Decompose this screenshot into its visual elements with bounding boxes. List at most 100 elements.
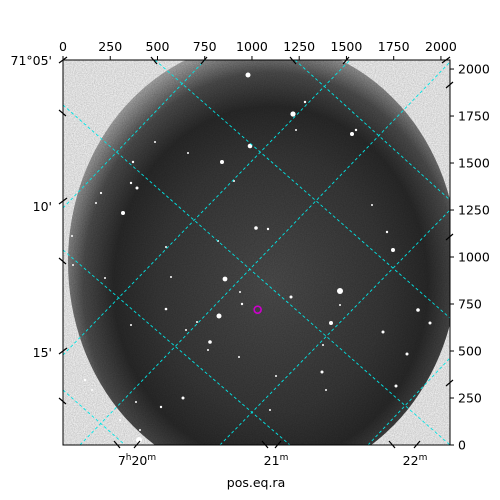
star-18 xyxy=(266,227,270,231)
grid-line-9 xyxy=(63,389,126,445)
star-43 xyxy=(405,352,409,356)
ra-tick-label-2: 21m xyxy=(264,453,289,468)
star-20 xyxy=(165,246,167,248)
world-axis-ticks xyxy=(58,56,454,449)
star-9 xyxy=(131,160,135,164)
star-51 xyxy=(135,401,137,403)
star-47 xyxy=(275,375,277,377)
star-12 xyxy=(99,191,103,195)
star-16 xyxy=(233,180,235,182)
grid-line-5 xyxy=(63,104,450,445)
star-1 xyxy=(290,111,296,117)
pixel-x-tick-label-0: 0 xyxy=(59,39,67,54)
star-22 xyxy=(104,277,106,279)
star-0 xyxy=(245,72,251,78)
ra-tick-label-1: 7h20m xyxy=(118,453,156,468)
star-4 xyxy=(354,128,358,132)
star-6 xyxy=(220,160,224,164)
star-32 xyxy=(329,321,333,325)
dec-tick-label-2: 10' xyxy=(33,199,52,214)
star-50 xyxy=(159,405,163,409)
sky-image xyxy=(63,60,450,445)
pixel-y-tick-label-0: 0 xyxy=(458,438,466,453)
star-13 xyxy=(121,211,125,215)
pixel-x-tick-label-1: 250 xyxy=(98,39,122,54)
star-44 xyxy=(322,344,324,346)
star-7 xyxy=(187,152,189,154)
star-27 xyxy=(239,291,241,293)
pixel-y-tick-label-6: 1500 xyxy=(458,156,490,171)
star-38 xyxy=(391,248,395,252)
star-2 xyxy=(303,100,307,104)
star-15 xyxy=(71,235,73,237)
target-marker xyxy=(253,305,262,314)
star-21 xyxy=(72,264,74,266)
pixel-x-tick-label-2: 500 xyxy=(146,39,170,54)
star-48 xyxy=(83,378,87,382)
pixel-x-axis: 0 250 500 750 1000 1250 1500 1750 2000 xyxy=(59,39,457,60)
star-10 xyxy=(129,181,133,185)
star-8 xyxy=(154,141,156,143)
star-23 xyxy=(222,276,228,282)
star-57 xyxy=(339,304,341,306)
star-46 xyxy=(320,370,324,374)
star-59 xyxy=(269,409,271,411)
pixel-y-tick-label-1: 250 xyxy=(458,391,482,406)
pixel-x-tick-label-6: 1500 xyxy=(331,39,363,54)
pixel-x-tick-label-8: 2000 xyxy=(425,39,457,54)
star-11 xyxy=(135,186,139,190)
dec-tick-label-1: 71°05' xyxy=(11,53,53,68)
star-41 xyxy=(416,308,420,312)
star-34 xyxy=(207,349,209,351)
grid-line-0 xyxy=(63,60,206,209)
star-17 xyxy=(254,226,258,230)
grid-line-2 xyxy=(79,61,450,445)
pixel-y-tick-label-5: 1250 xyxy=(458,203,490,218)
pixel-y-tick-label-2: 500 xyxy=(458,344,482,359)
star-58 xyxy=(295,129,297,131)
star-45 xyxy=(238,356,240,358)
pixel-x-tick-label-7: 1750 xyxy=(378,39,410,54)
star-24 xyxy=(170,276,172,278)
star-49 xyxy=(181,396,185,400)
grid-line-4 xyxy=(367,357,450,445)
star-37 xyxy=(381,330,385,334)
star-29 xyxy=(164,307,168,311)
pixel-y-axis: 0 250 500 750 1000 1250 1500 1750 2000 xyxy=(450,62,490,453)
star-42 xyxy=(428,321,432,325)
pixel-y-tick-label-8: 2000 xyxy=(458,62,490,77)
star-54 xyxy=(136,437,142,443)
star-33 xyxy=(208,340,212,344)
pixel-y-tick-label-4: 1000 xyxy=(458,250,490,265)
star-56 xyxy=(119,419,121,421)
pixel-y-tick-label-3: 750 xyxy=(458,297,482,312)
star-55 xyxy=(139,429,141,431)
pixel-x-tick-label-3: 750 xyxy=(193,39,217,54)
star-28 xyxy=(240,302,244,306)
star-30 xyxy=(216,313,222,319)
grid-line-8 xyxy=(63,249,291,445)
star-53 xyxy=(394,384,398,388)
star-31 xyxy=(196,321,198,323)
star-26 xyxy=(289,295,293,299)
pixel-x-tick-label-4: 1000 xyxy=(236,39,268,54)
pixel-x-tick-label-5: 1250 xyxy=(283,39,315,54)
grid-line-7 xyxy=(294,60,450,201)
plot-frame xyxy=(62,59,451,446)
ra-tick-label-3: 22m xyxy=(403,453,428,468)
pixel-y-tick-label-7: 1750 xyxy=(458,109,490,124)
star-52 xyxy=(325,389,327,391)
dec-tick-label-3: 15' xyxy=(33,345,52,360)
star-36 xyxy=(185,329,187,331)
grid-line-1 xyxy=(63,60,351,356)
star-25 xyxy=(337,288,343,294)
star-35 xyxy=(130,324,132,326)
star-39 xyxy=(385,230,389,234)
star-3 xyxy=(350,132,354,136)
star-5 xyxy=(247,143,253,149)
star-60 xyxy=(91,389,93,391)
star-14 xyxy=(95,202,97,204)
grid-line-6 xyxy=(154,60,450,319)
star-40 xyxy=(371,204,373,206)
